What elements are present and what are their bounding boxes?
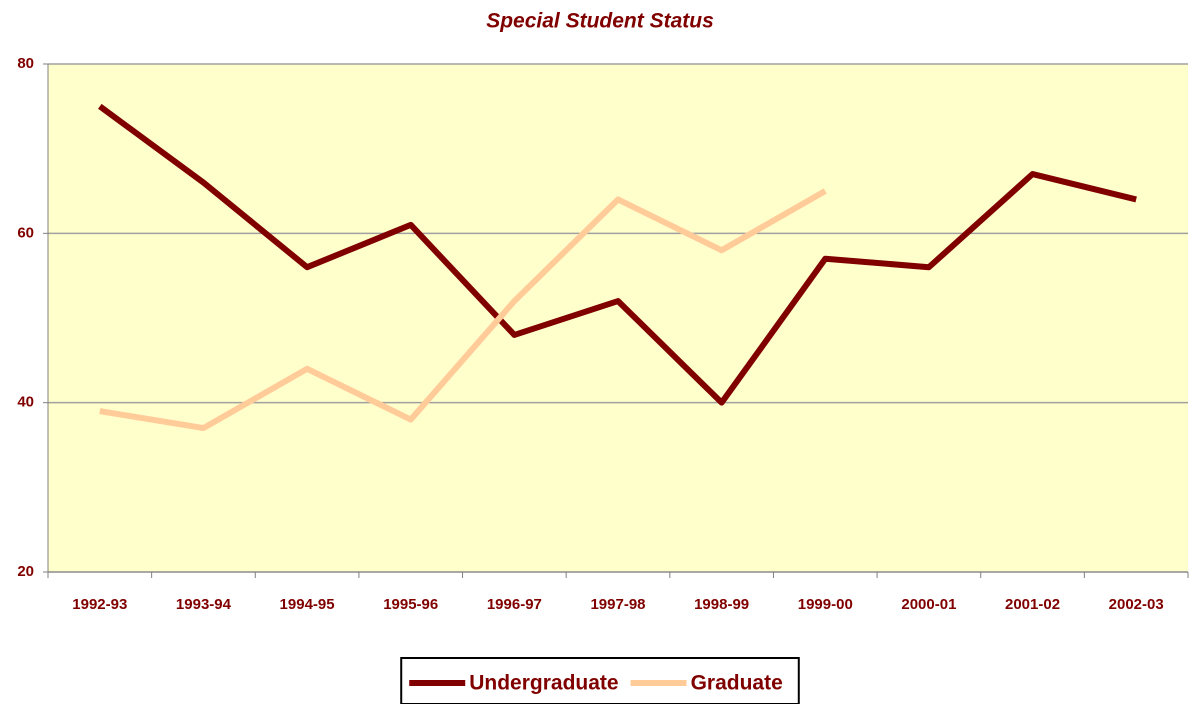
x-tick-label: 1998-99 xyxy=(694,596,749,613)
x-tick-label: 1996-97 xyxy=(487,596,542,613)
y-tick-label: 60 xyxy=(17,224,34,241)
line-series xyxy=(99,188,827,432)
legend-label: Graduate xyxy=(691,672,783,695)
legend-label: Undergraduate xyxy=(469,672,618,695)
x-tick-label: 2000-01 xyxy=(901,596,956,613)
x-tick-label: 1997-98 xyxy=(590,596,645,613)
y-tick-label: 20 xyxy=(17,563,34,580)
x-tick-label: 1992-93 xyxy=(72,596,127,613)
legend-box xyxy=(400,657,800,704)
line-series xyxy=(98,103,1137,406)
y-tick-label: 40 xyxy=(17,394,34,411)
x-tick-label: 1995-96 xyxy=(383,596,438,613)
y-tick-label: 80 xyxy=(17,55,34,72)
x-tick-label: 1993-94 xyxy=(176,596,232,613)
x-tick-label: 1994-95 xyxy=(280,596,335,613)
plot-area xyxy=(48,64,1188,572)
x-tick-label: 1999-00 xyxy=(798,596,853,613)
x-tick-label: 2001-02 xyxy=(1005,596,1060,613)
legend: Undergraduate Graduate xyxy=(400,657,800,704)
chart-title: Special Student Status xyxy=(486,10,714,33)
x-tick-label: 2002-03 xyxy=(1109,596,1164,613)
